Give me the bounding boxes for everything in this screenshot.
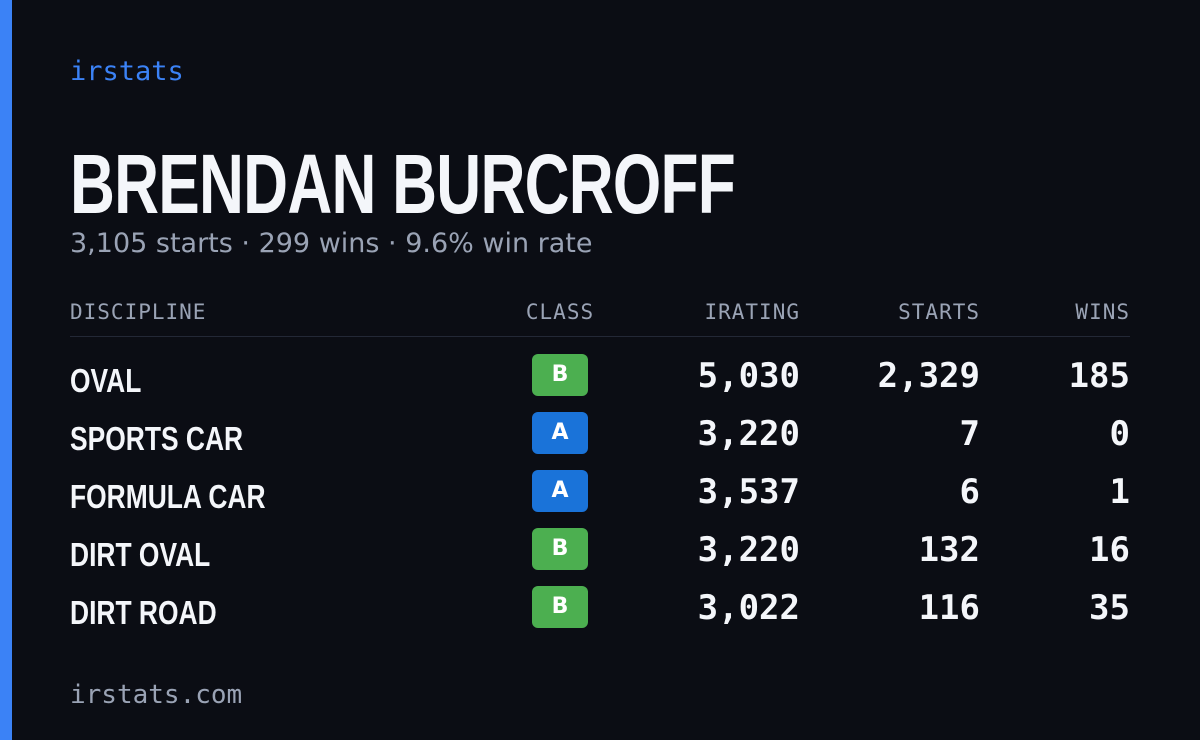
class-badge: B (532, 528, 588, 570)
wins: 1 (1109, 472, 1130, 512)
class-badge: A (532, 412, 588, 454)
brand: irstats (70, 56, 184, 87)
discipline: DIRT ROAD (70, 594, 217, 631)
wins: 35 (1089, 588, 1130, 628)
accent-bar (0, 0, 12, 740)
discipline: FORMULA CAR (70, 478, 266, 515)
column-header: DISCIPLINE (70, 300, 207, 324)
class-badge: B (532, 586, 588, 628)
summary: 3,105 starts · 299 wins · 9.6% win rate (70, 228, 593, 259)
discipline: SPORTS CAR (70, 420, 244, 457)
wins: 185 (1068, 356, 1130, 396)
irating: 3,220 (697, 414, 800, 454)
starts: 116 (918, 588, 980, 628)
starts: 6 (959, 472, 980, 512)
starts: 132 (918, 530, 980, 570)
discipline: DIRT OVAL (70, 536, 211, 573)
class-badge: B (532, 354, 588, 396)
column-header: WINS (1075, 300, 1130, 324)
discipline: OVAL (70, 362, 142, 399)
irating: 3,537 (697, 472, 800, 512)
starts: 7 (959, 414, 980, 454)
divider (70, 336, 1130, 337)
wins: 0 (1109, 414, 1130, 454)
column-header: IRATING (704, 300, 800, 324)
column-header: STARTS (898, 300, 980, 324)
irating: 5,030 (697, 356, 800, 396)
irating: 3,220 (697, 530, 800, 570)
class-badge: A (532, 470, 588, 512)
player-name: BRENDAN BURCROFF (70, 137, 736, 231)
column-header: CLASS (525, 300, 595, 324)
irating: 3,022 (697, 588, 800, 628)
wins: 16 (1089, 530, 1130, 570)
starts: 2,329 (877, 356, 980, 396)
footer: irstats.com (70, 680, 243, 710)
